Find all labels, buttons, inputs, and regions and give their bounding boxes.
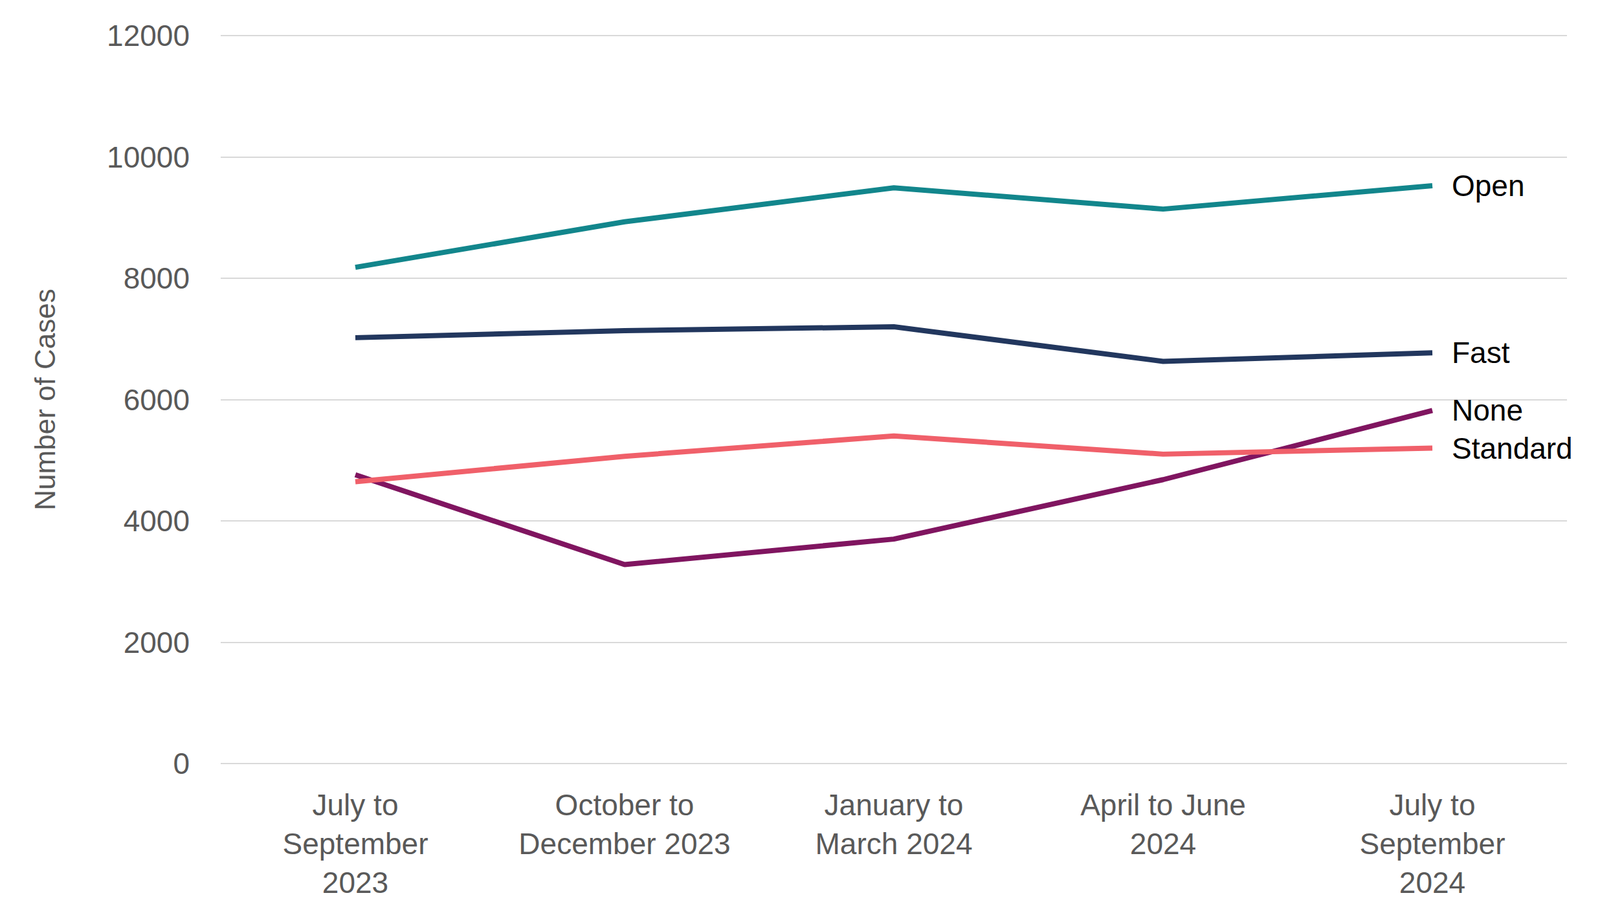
- svg-text:None: None: [1451, 393, 1523, 428]
- svg-text:10000: 10000: [106, 140, 190, 175]
- svg-text:2024: 2024: [1399, 866, 1466, 900]
- svg-text:October to: October to: [555, 788, 695, 823]
- svg-text:January to: January to: [824, 788, 964, 823]
- svg-text:April to June: April to June: [1080, 788, 1246, 823]
- svg-text:September: September: [282, 827, 428, 861]
- svg-text:6000: 6000: [123, 383, 190, 417]
- svg-text:8000: 8000: [123, 261, 190, 296]
- svg-text:July to: July to: [312, 788, 399, 823]
- svg-text:March 2024: March 2024: [815, 827, 973, 861]
- svg-text:2023: 2023: [322, 866, 389, 900]
- svg-text:12000: 12000: [106, 18, 190, 53]
- svg-text:2000: 2000: [123, 625, 190, 660]
- svg-text:July to: July to: [1389, 788, 1476, 823]
- svg-text:December 2023: December 2023: [518, 827, 731, 861]
- svg-text:0: 0: [172, 746, 190, 781]
- svg-text:Standard: Standard: [1451, 431, 1573, 466]
- svg-text:Number of Cases: Number of Cases: [29, 288, 61, 511]
- svg-text:2024: 2024: [1130, 827, 1197, 861]
- svg-text:4000: 4000: [123, 504, 190, 538]
- svg-text:Open: Open: [1451, 168, 1525, 203]
- svg-text:September: September: [1359, 827, 1505, 861]
- svg-text:Fast: Fast: [1451, 335, 1511, 370]
